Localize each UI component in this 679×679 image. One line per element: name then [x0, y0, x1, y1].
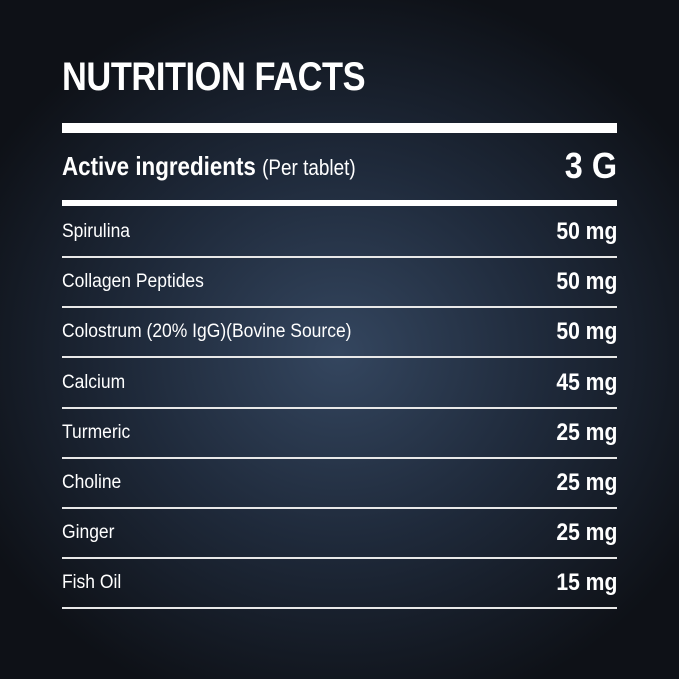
ingredient-row: Turmeric 25 mg	[62, 409, 617, 459]
header-label-text: Active ingredients	[62, 150, 256, 181]
ingredient-amount: 50 mg	[555, 268, 617, 296]
ingredient-name: Fish Oil	[62, 572, 122, 594]
header-label: Active ingredients (Per tablet)	[62, 151, 356, 182]
ingredient-name: Calcium	[62, 371, 126, 393]
ingredient-name: Ginger	[62, 522, 115, 544]
header-row: Active ingredients (Per tablet) 3 G	[62, 144, 617, 188]
ingredient-name: Collagen Peptides	[62, 271, 204, 293]
page-title: NUTRITION FACTS	[62, 55, 366, 99]
ingredient-amount: 45 mg	[555, 368, 617, 396]
divider-thick	[62, 123, 617, 133]
ingredient-row: Spirulina 50 mg	[62, 208, 617, 258]
ingredient-amount: 25 mg	[555, 418, 617, 446]
ingredient-name: Spirulina	[62, 221, 131, 242]
header-qualifier: (Per tablet)	[262, 154, 356, 180]
header-amount: 3 G	[564, 145, 617, 186]
ingredient-name: Turmeric	[62, 421, 131, 443]
ingredient-amount: 15 mg	[555, 569, 617, 597]
ingredient-row: Choline 25 mg	[62, 459, 617, 509]
divider-medium	[62, 200, 617, 206]
ingredient-amount: 50 mg	[555, 218, 617, 245]
ingredient-row: Ginger 25 mg	[62, 509, 617, 560]
ingredient-amount: 25 mg	[555, 519, 617, 547]
ingredient-row: Fish Oil 15 mg	[62, 559, 617, 610]
ingredient-row: Colostrum (20% IgG)(Bovine Source) 50 mg	[62, 308, 617, 359]
ingredient-row: Collagen Peptides 50 mg	[62, 258, 617, 309]
ingredient-amount: 50 mg	[555, 318, 617, 346]
ingredient-row: Calcium 45 mg	[62, 359, 617, 409]
ingredient-name: Colostrum (20% IgG)(Bovine Source)	[62, 321, 352, 343]
ingredient-name: Choline	[62, 472, 122, 493]
ingredient-amount: 25 mg	[555, 469, 617, 496]
